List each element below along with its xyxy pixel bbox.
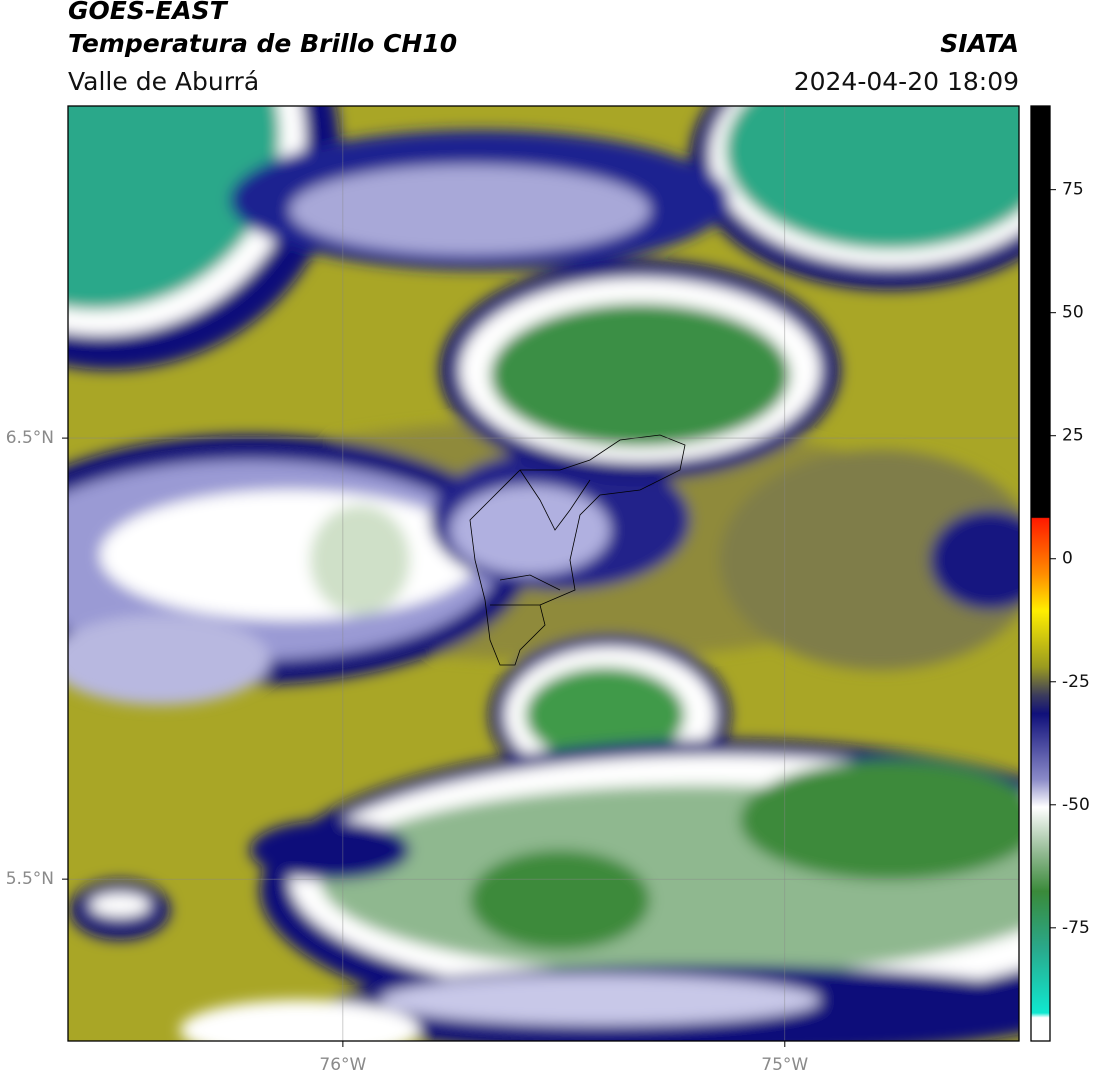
title: GOES-EAST [68, 0, 229, 25]
colorbar-tick-label: 75 [1062, 180, 1084, 200]
colorbar [1030, 105, 1051, 1042]
y-tick-label: 6.5°N [6, 428, 54, 448]
subtitle: Temperatura de Brillo CH10 [68, 29, 457, 58]
map-frame [67, 105, 1020, 1042]
colorbar-tick-label: -25 [1062, 672, 1090, 692]
region: Valle de Aburrá [68, 67, 259, 96]
x-tick-label: 75°W [761, 1055, 808, 1075]
grid [68, 106, 1019, 1041]
colorbar-tick-label: 25 [1062, 426, 1084, 446]
valley-outline [469, 434, 686, 666]
colorbar-tick-label: 50 [1062, 303, 1084, 323]
colorbar-tick-label: -75 [1062, 918, 1090, 938]
x-tick-label: 76°W [319, 1055, 366, 1075]
timestamp: 2024-04-20 18:09 [794, 67, 1019, 96]
y-tick-label: 5.5°N [6, 869, 54, 889]
colorbar-tick-label: 0 [1062, 549, 1073, 569]
source: SIATA [940, 29, 1019, 58]
colorbar-tick-label: -50 [1062, 795, 1090, 815]
